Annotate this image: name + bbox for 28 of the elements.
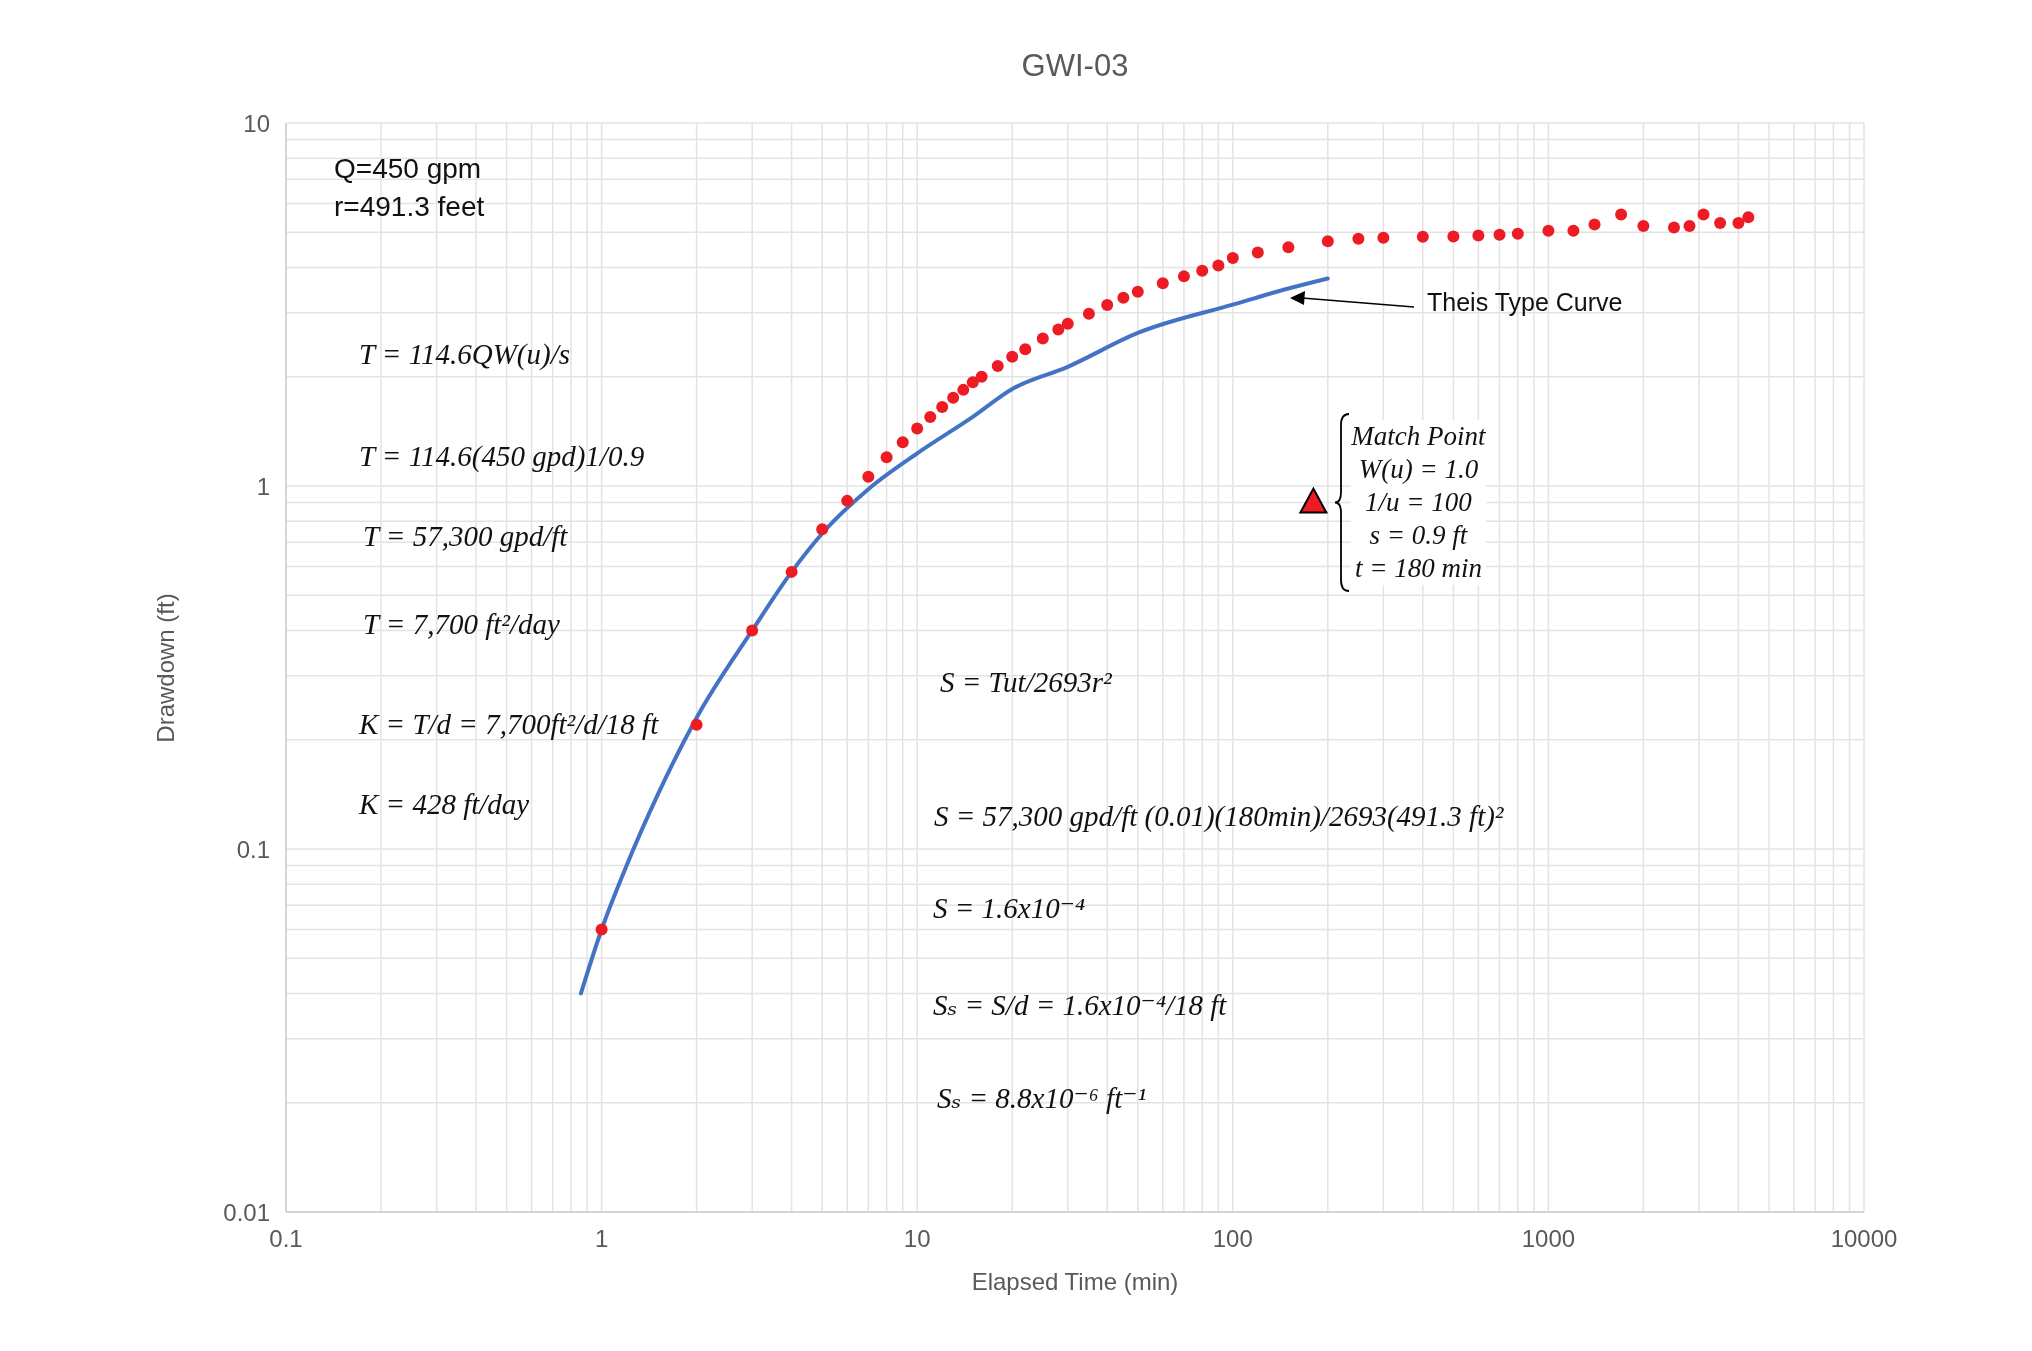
annotation: T = 57,300 gpd/ft [363,520,568,553]
y-tick-label: 1 [256,472,270,500]
annotation: T = 114.6(450 gpd)1/0.9 [359,440,645,473]
annotation: S = 1.6x10⁻⁴ [933,891,1086,925]
y-tick-label: 0.1 [236,835,270,863]
x-tick-label: 100 [1212,1225,1253,1253]
chart-title: GWI-03 [1020,48,1130,84]
annotation: Theis Type Curve [1427,288,1623,317]
y-tick-label: 10 [243,109,270,137]
x-tick-label: 1000 [1521,1225,1576,1253]
annotation: K = T/d = 7,700ft²/d/18 ft [359,708,659,741]
annotation: r=491.3 feet [334,191,485,223]
x-tick-label: 10000 [1830,1225,1898,1253]
x-axis-title: Elapsed Time (min) [970,1268,1180,1296]
annotation: S = 57,300 gpd/ft (0.01)(180min)/2693(491.3 ft)² [934,800,1504,833]
annotation: T = 114.6QW(u)/s [359,338,571,371]
annotation: S = Tut/2693r² [940,666,1112,699]
annotation: Sₛ = S/d = 1.6x10⁻⁴/18 ft [933,988,1227,1022]
y-axis-title: Drawdown (ft) [152,591,180,745]
annotation: Sₛ = 8.8x10⁻⁶ ft⁻¹ [937,1081,1147,1115]
annotation: Match Point W(u) = 1.0 1/u = 100 s = 0.9 ft t = 180 min [1351,420,1486,586]
x-tick-label: 0.1 [269,1225,303,1253]
annotation: Q=450 gpm [334,153,482,185]
annotation: T = 7,700 ft²/day [363,608,560,641]
x-tick-label: 10 [903,1225,931,1253]
annotation: K = 428 ft/day [359,788,530,821]
x-tick-label: 1 [594,1225,609,1253]
y-tick-label: 0.01 [223,1198,270,1226]
